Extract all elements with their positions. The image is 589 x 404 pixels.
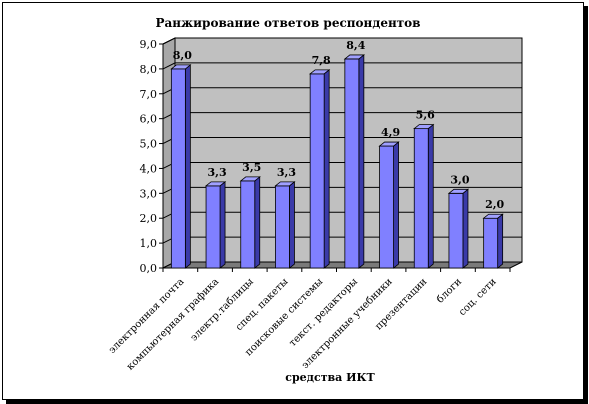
y-tick-label: 3,0 (140, 187, 158, 200)
bar-side (254, 176, 261, 269)
bar-value-label: 8,4 (346, 39, 365, 52)
bar-value-label: 5,6 (416, 109, 435, 122)
y-tick-label: 4,0 (140, 162, 158, 175)
bar-top (378, 141, 400, 147)
y-tick-label: 9,0 (140, 38, 158, 51)
bar-value-label: 4,9 (381, 126, 400, 139)
bar (170, 68, 186, 269)
bar-value-label: 3,0 (450, 173, 469, 186)
bar (483, 217, 499, 269)
bar-top (204, 181, 227, 187)
gridline (162, 37, 522, 45)
plot-area: 0,01,02,03,04,05,06,07,08,09,08,0электро… (107, 37, 523, 373)
x-tick-label: соц. сети (457, 276, 499, 318)
bar-side (393, 141, 399, 269)
bar-top (274, 181, 296, 187)
bar-top (447, 188, 470, 194)
y-tick-label: 1,0 (140, 237, 158, 250)
y-tick-label: 5,0 (140, 138, 158, 151)
bar-value-label: 3,3 (277, 166, 296, 179)
bar-side (358, 54, 365, 269)
y-tick-label: 6,0 (140, 113, 158, 126)
bar-top (170, 64, 192, 70)
bar (413, 128, 429, 269)
bar (344, 58, 360, 269)
chart-title: Ранжирование ответов респондентов (155, 16, 420, 30)
gridline (162, 62, 522, 70)
bar-value-label: 3,5 (242, 161, 261, 174)
bar-side (323, 69, 330, 269)
bar-side (219, 181, 226, 269)
bar-side (184, 64, 191, 269)
bar-top (309, 69, 331, 75)
bar (309, 73, 325, 269)
bar-side (289, 181, 295, 269)
bar (240, 180, 256, 269)
bar (448, 192, 464, 269)
y-tick-label: 7,0 (140, 88, 158, 101)
bar-side (427, 123, 434, 269)
y-tick-label: 2,0 (140, 212, 158, 225)
bar-value-label: 8,0 (173, 49, 192, 62)
x-tick-label: электр.таблицы (189, 276, 256, 343)
x-axis-title: средства ИКТ (285, 371, 375, 384)
bar-value-label: 7,8 (312, 54, 331, 67)
x-tick-label: текст. редакторы (287, 276, 360, 349)
bar-side (497, 213, 504, 269)
bar-value-label: 3,3 (207, 166, 226, 179)
x-tick-label: блоги (435, 276, 464, 305)
bar-top (413, 124, 435, 130)
y-tick-label: 8,0 (140, 63, 158, 76)
bar-top (343, 54, 365, 60)
bar (275, 185, 290, 269)
bar-top (482, 213, 504, 219)
bar-value-label: 2,0 (485, 198, 504, 211)
bar (379, 145, 394, 269)
bar (205, 185, 221, 269)
bar-side (462, 188, 469, 269)
y-tick-label: 0,0 (140, 262, 158, 275)
bar-top (239, 176, 261, 182)
